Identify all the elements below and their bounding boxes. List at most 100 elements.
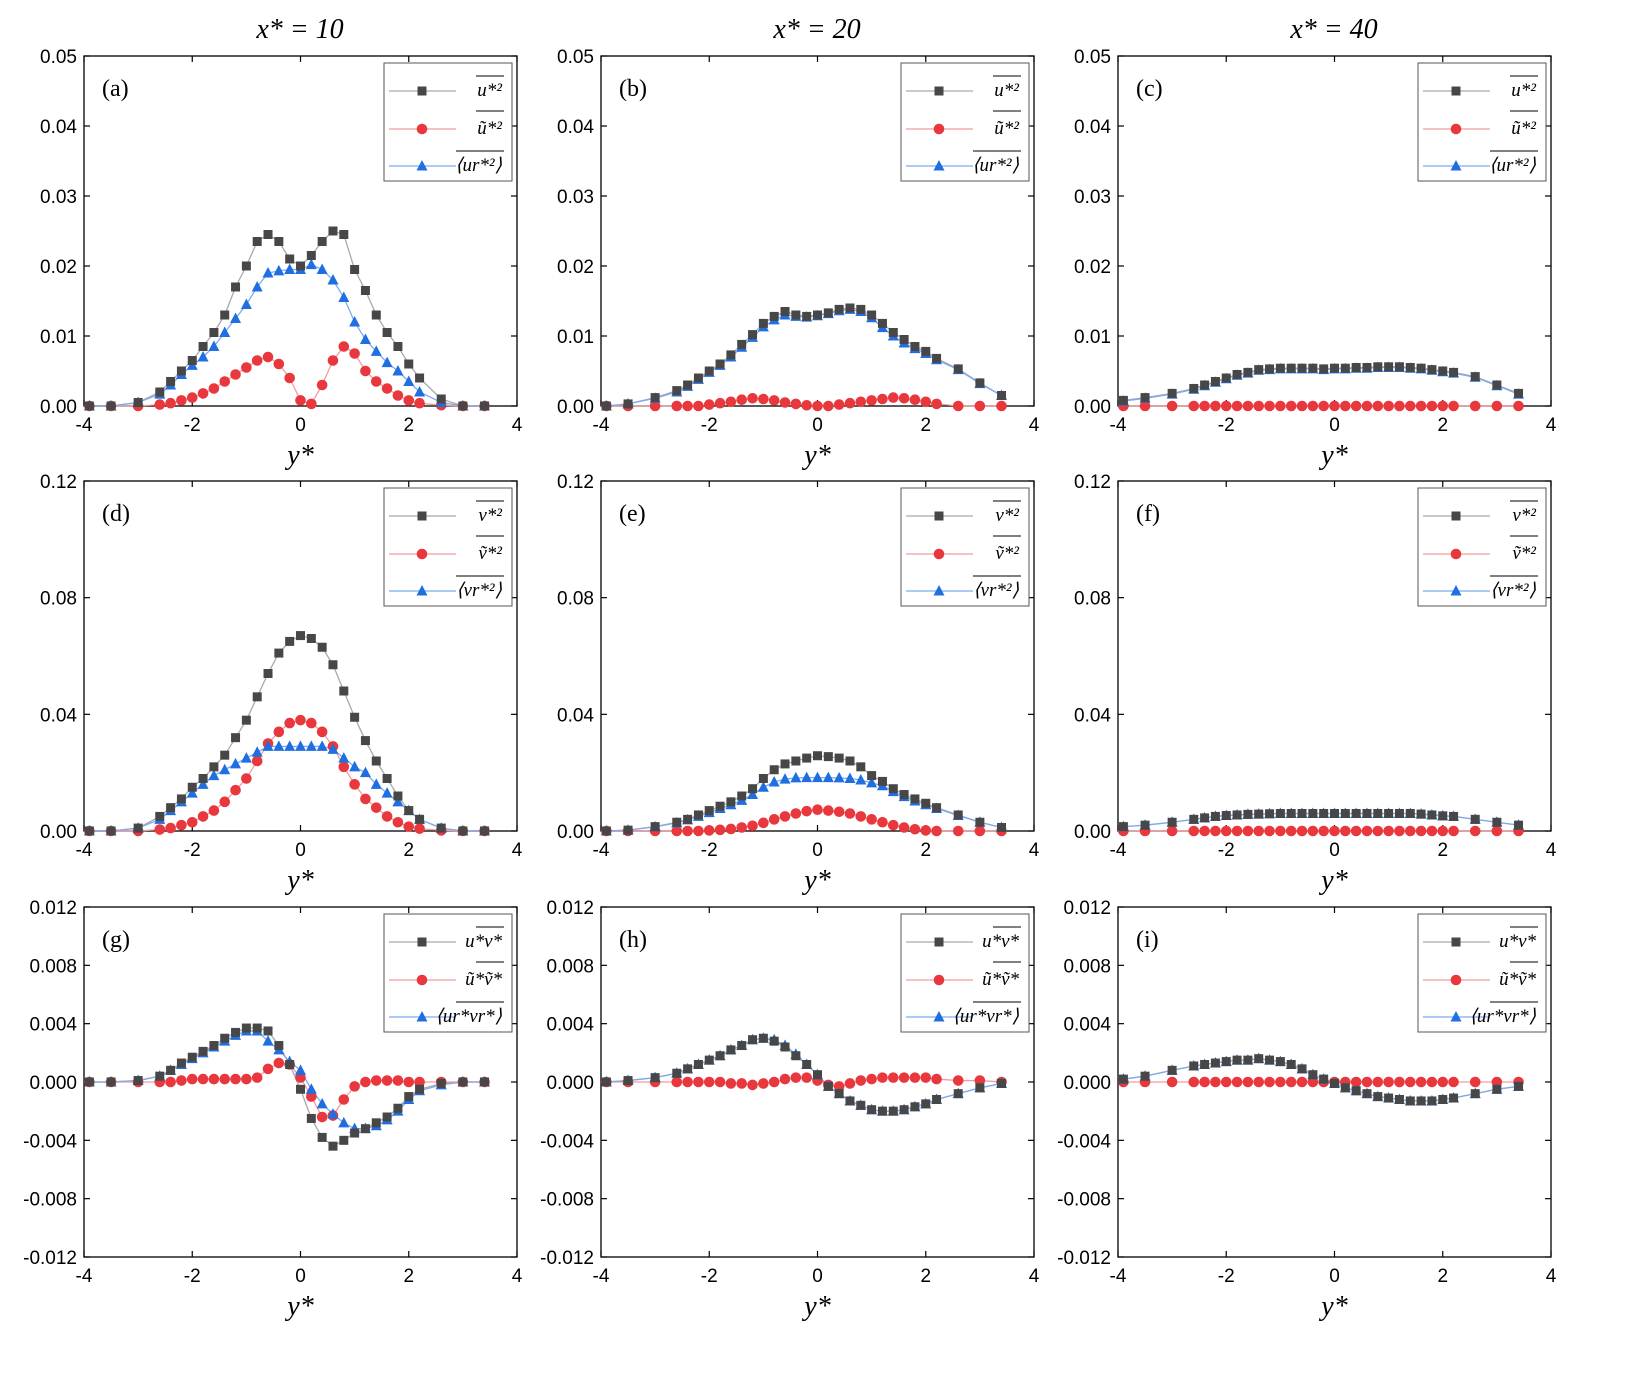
x-axis-label: y* bbox=[801, 440, 830, 471]
data-point bbox=[327, 274, 339, 285]
data-point bbox=[403, 395, 415, 406]
y-tick-label: 0.00 bbox=[557, 397, 594, 418]
data-point bbox=[1296, 825, 1308, 837]
x-tick-label: -4 bbox=[76, 840, 93, 861]
data-point bbox=[1372, 1076, 1384, 1088]
data-point bbox=[186, 1073, 198, 1085]
x-tick-label: -2 bbox=[701, 415, 718, 436]
legend-marker-2 bbox=[933, 585, 945, 596]
legend-marker-1 bbox=[933, 123, 945, 135]
x-tick-label: -4 bbox=[76, 1266, 93, 1287]
data-point bbox=[736, 1078, 748, 1089]
data-point bbox=[737, 339, 747, 349]
data-point bbox=[230, 784, 241, 796]
data-point bbox=[714, 1076, 726, 1088]
data-point bbox=[715, 359, 725, 369]
y-tick-label: 0.08 bbox=[557, 589, 594, 610]
data-point bbox=[306, 1113, 316, 1123]
data-point bbox=[813, 751, 822, 761]
data-point bbox=[1166, 400, 1178, 412]
data-point bbox=[1469, 825, 1481, 837]
data-point bbox=[802, 311, 812, 321]
data-point bbox=[295, 1064, 306, 1075]
y-tick-label: 0.12 bbox=[1074, 472, 1111, 493]
data-point bbox=[1404, 400, 1416, 412]
data-point bbox=[1231, 400, 1243, 412]
data-point bbox=[1470, 1089, 1480, 1099]
data-point bbox=[187, 1052, 197, 1062]
data-point bbox=[790, 398, 802, 410]
data-point bbox=[284, 372, 295, 384]
data-point bbox=[1330, 809, 1339, 818]
y-tick-label: 0.00 bbox=[40, 397, 77, 418]
data-point bbox=[1220, 1076, 1232, 1088]
data-point bbox=[209, 1041, 219, 1051]
data-point bbox=[1437, 825, 1449, 837]
data-point bbox=[703, 1076, 715, 1088]
panel-i: -0.012 -0.008 -0.004 0.000 0.004 0.008 0.012 -4… bbox=[1057, 898, 1557, 1322]
data-point bbox=[1254, 1054, 1264, 1064]
data-point bbox=[623, 399, 633, 409]
data-point bbox=[703, 825, 715, 836]
data-point bbox=[704, 366, 714, 376]
y-tick-label: 0.008 bbox=[29, 956, 77, 977]
x-tick-label: -2 bbox=[1218, 840, 1235, 861]
x-axis-label: y* bbox=[284, 1291, 313, 1322]
series-line-2 bbox=[606, 776, 1002, 832]
data-point bbox=[1265, 364, 1275, 374]
data-point bbox=[1264, 1076, 1275, 1088]
data-point bbox=[1275, 1057, 1285, 1067]
data-point bbox=[285, 636, 295, 646]
panel-label: (f) bbox=[1136, 501, 1160, 527]
data-point bbox=[1372, 825, 1384, 837]
data-point bbox=[736, 822, 748, 833]
legend-marker-0 bbox=[1451, 86, 1461, 96]
data-point bbox=[952, 400, 964, 412]
data-point bbox=[1210, 825, 1221, 837]
data-point bbox=[802, 1060, 812, 1069]
y-tick-label: 0.00 bbox=[1074, 397, 1111, 418]
data-point bbox=[317, 237, 327, 246]
y-tick-label: -0.012 bbox=[1057, 1248, 1111, 1269]
y-tick-label: 0.00 bbox=[557, 822, 594, 843]
data-point bbox=[931, 825, 942, 837]
data-point bbox=[1438, 811, 1448, 821]
data-point bbox=[1394, 400, 1405, 412]
data-point bbox=[822, 771, 834, 783]
data-point bbox=[262, 351, 274, 363]
data-point bbox=[274, 648, 284, 658]
data-point bbox=[350, 1128, 360, 1138]
data-point bbox=[704, 1055, 714, 1065]
data-point bbox=[1232, 810, 1242, 820]
data-point bbox=[208, 383, 220, 394]
data-point bbox=[414, 823, 425, 834]
data-point bbox=[975, 1083, 985, 1093]
x-axis-label: y* bbox=[284, 440, 313, 471]
data-point bbox=[856, 1100, 866, 1110]
legend-marker-0 bbox=[934, 511, 944, 521]
data-point bbox=[1416, 809, 1426, 819]
data-point bbox=[208, 769, 220, 781]
y-tick-label: -0.008 bbox=[1057, 1190, 1111, 1211]
data-point bbox=[252, 237, 262, 246]
data-point bbox=[1200, 813, 1210, 823]
data-point bbox=[1514, 1081, 1524, 1091]
data-point bbox=[381, 383, 393, 394]
y-tick-label: 0.004 bbox=[1063, 1015, 1111, 1036]
data-point bbox=[1340, 1083, 1350, 1093]
data-point bbox=[671, 825, 683, 837]
data-point bbox=[1492, 380, 1502, 390]
data-point bbox=[748, 330, 758, 340]
data-point bbox=[1221, 373, 1231, 383]
data-point bbox=[769, 765, 779, 775]
data-point bbox=[338, 761, 350, 773]
y-tick-label: 0.04 bbox=[40, 705, 77, 726]
data-point bbox=[296, 261, 305, 271]
y-tick-label: 0.12 bbox=[557, 472, 594, 493]
series-line-2 bbox=[89, 263, 485, 407]
data-point bbox=[414, 397, 425, 409]
data-point bbox=[436, 823, 446, 833]
data-point bbox=[1243, 367, 1253, 377]
data-point bbox=[1265, 809, 1275, 819]
data-point bbox=[284, 263, 296, 274]
